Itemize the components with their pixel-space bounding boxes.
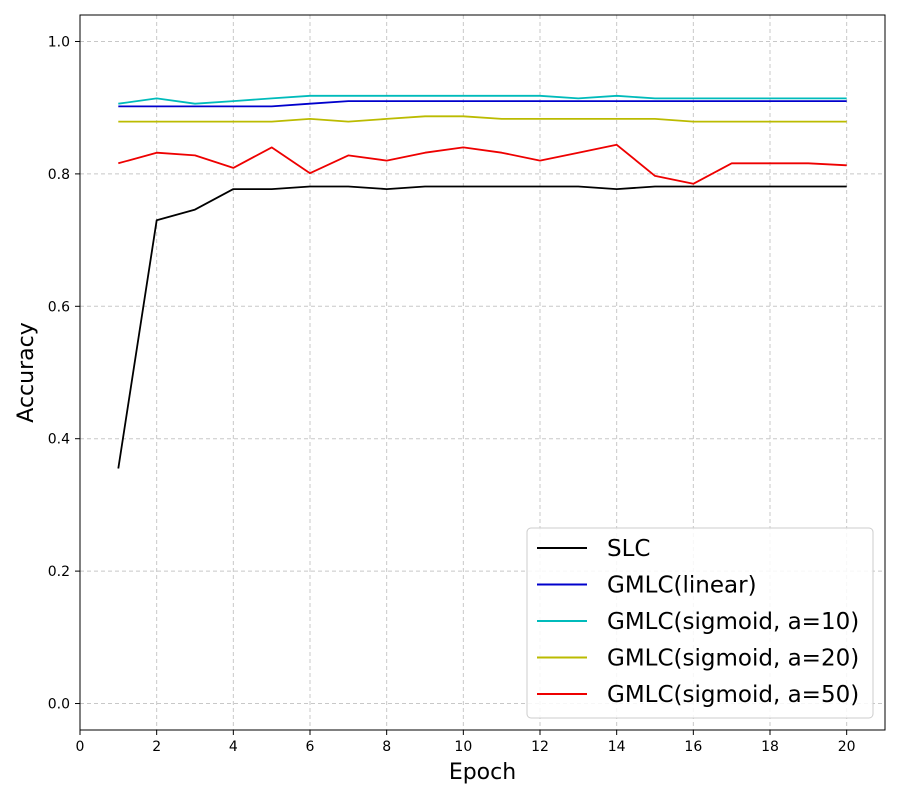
series-line-3: [118, 94, 847, 105]
x-axis-label: Epoch: [449, 760, 516, 785]
legend-label: SLC: [607, 536, 650, 562]
series-line-4: [118, 115, 847, 123]
series-line-2: [118, 100, 847, 108]
y-axis: 0.0 0.2 0.4 0.6 0.8 1.0: [48, 34, 80, 713]
x-tick-label: 10: [454, 739, 472, 755]
y-tick-label: 0.8: [48, 167, 70, 183]
x-tick-label: 6: [306, 739, 315, 755]
x-tick-label: 4: [229, 739, 238, 755]
x-axis: 0 2 4 6 8 10 12 14 16 18 20: [76, 730, 856, 755]
x-tick-label: 16: [684, 739, 702, 755]
x-tick-label: 12: [531, 739, 549, 755]
legend-box: [526, 527, 874, 719]
x-tick-label: 20: [838, 739, 856, 755]
legend-label: GMLC(linear): [607, 573, 757, 599]
x-tick-label: 2: [152, 739, 161, 755]
y-tick-label: 0.4: [48, 432, 70, 448]
series-line-1: [117, 185, 847, 469]
x-tick-label: 14: [608, 739, 626, 755]
x-tick-label: 8: [382, 739, 391, 755]
legend-label: GMLC(sigmoid, a=20): [607, 646, 859, 672]
legend-label: GMLC(sigmoid, a=10): [607, 609, 859, 635]
y-tick-label: 0.2: [48, 564, 70, 580]
legend: SLC GMLC(linear) GMLC(sigmoid, a=10) GMLC(s…: [526, 527, 874, 719]
y-tick-label: 0.6: [48, 299, 70, 315]
grid: [79, 15, 885, 730]
y-tick-label: 1.0: [48, 34, 70, 50]
y-axis-label: Accuracy: [14, 322, 39, 422]
series-lines: [117, 94, 847, 469]
legend-label: GMLC(sigmoid, a=50): [607, 682, 859, 708]
x-tick-label: 18: [761, 739, 779, 755]
y-tick-label: 0.0: [48, 697, 70, 713]
x-tick-label: 0: [76, 739, 85, 755]
plot-frame: [79, 14, 886, 731]
series-line-5: [118, 143, 847, 185]
